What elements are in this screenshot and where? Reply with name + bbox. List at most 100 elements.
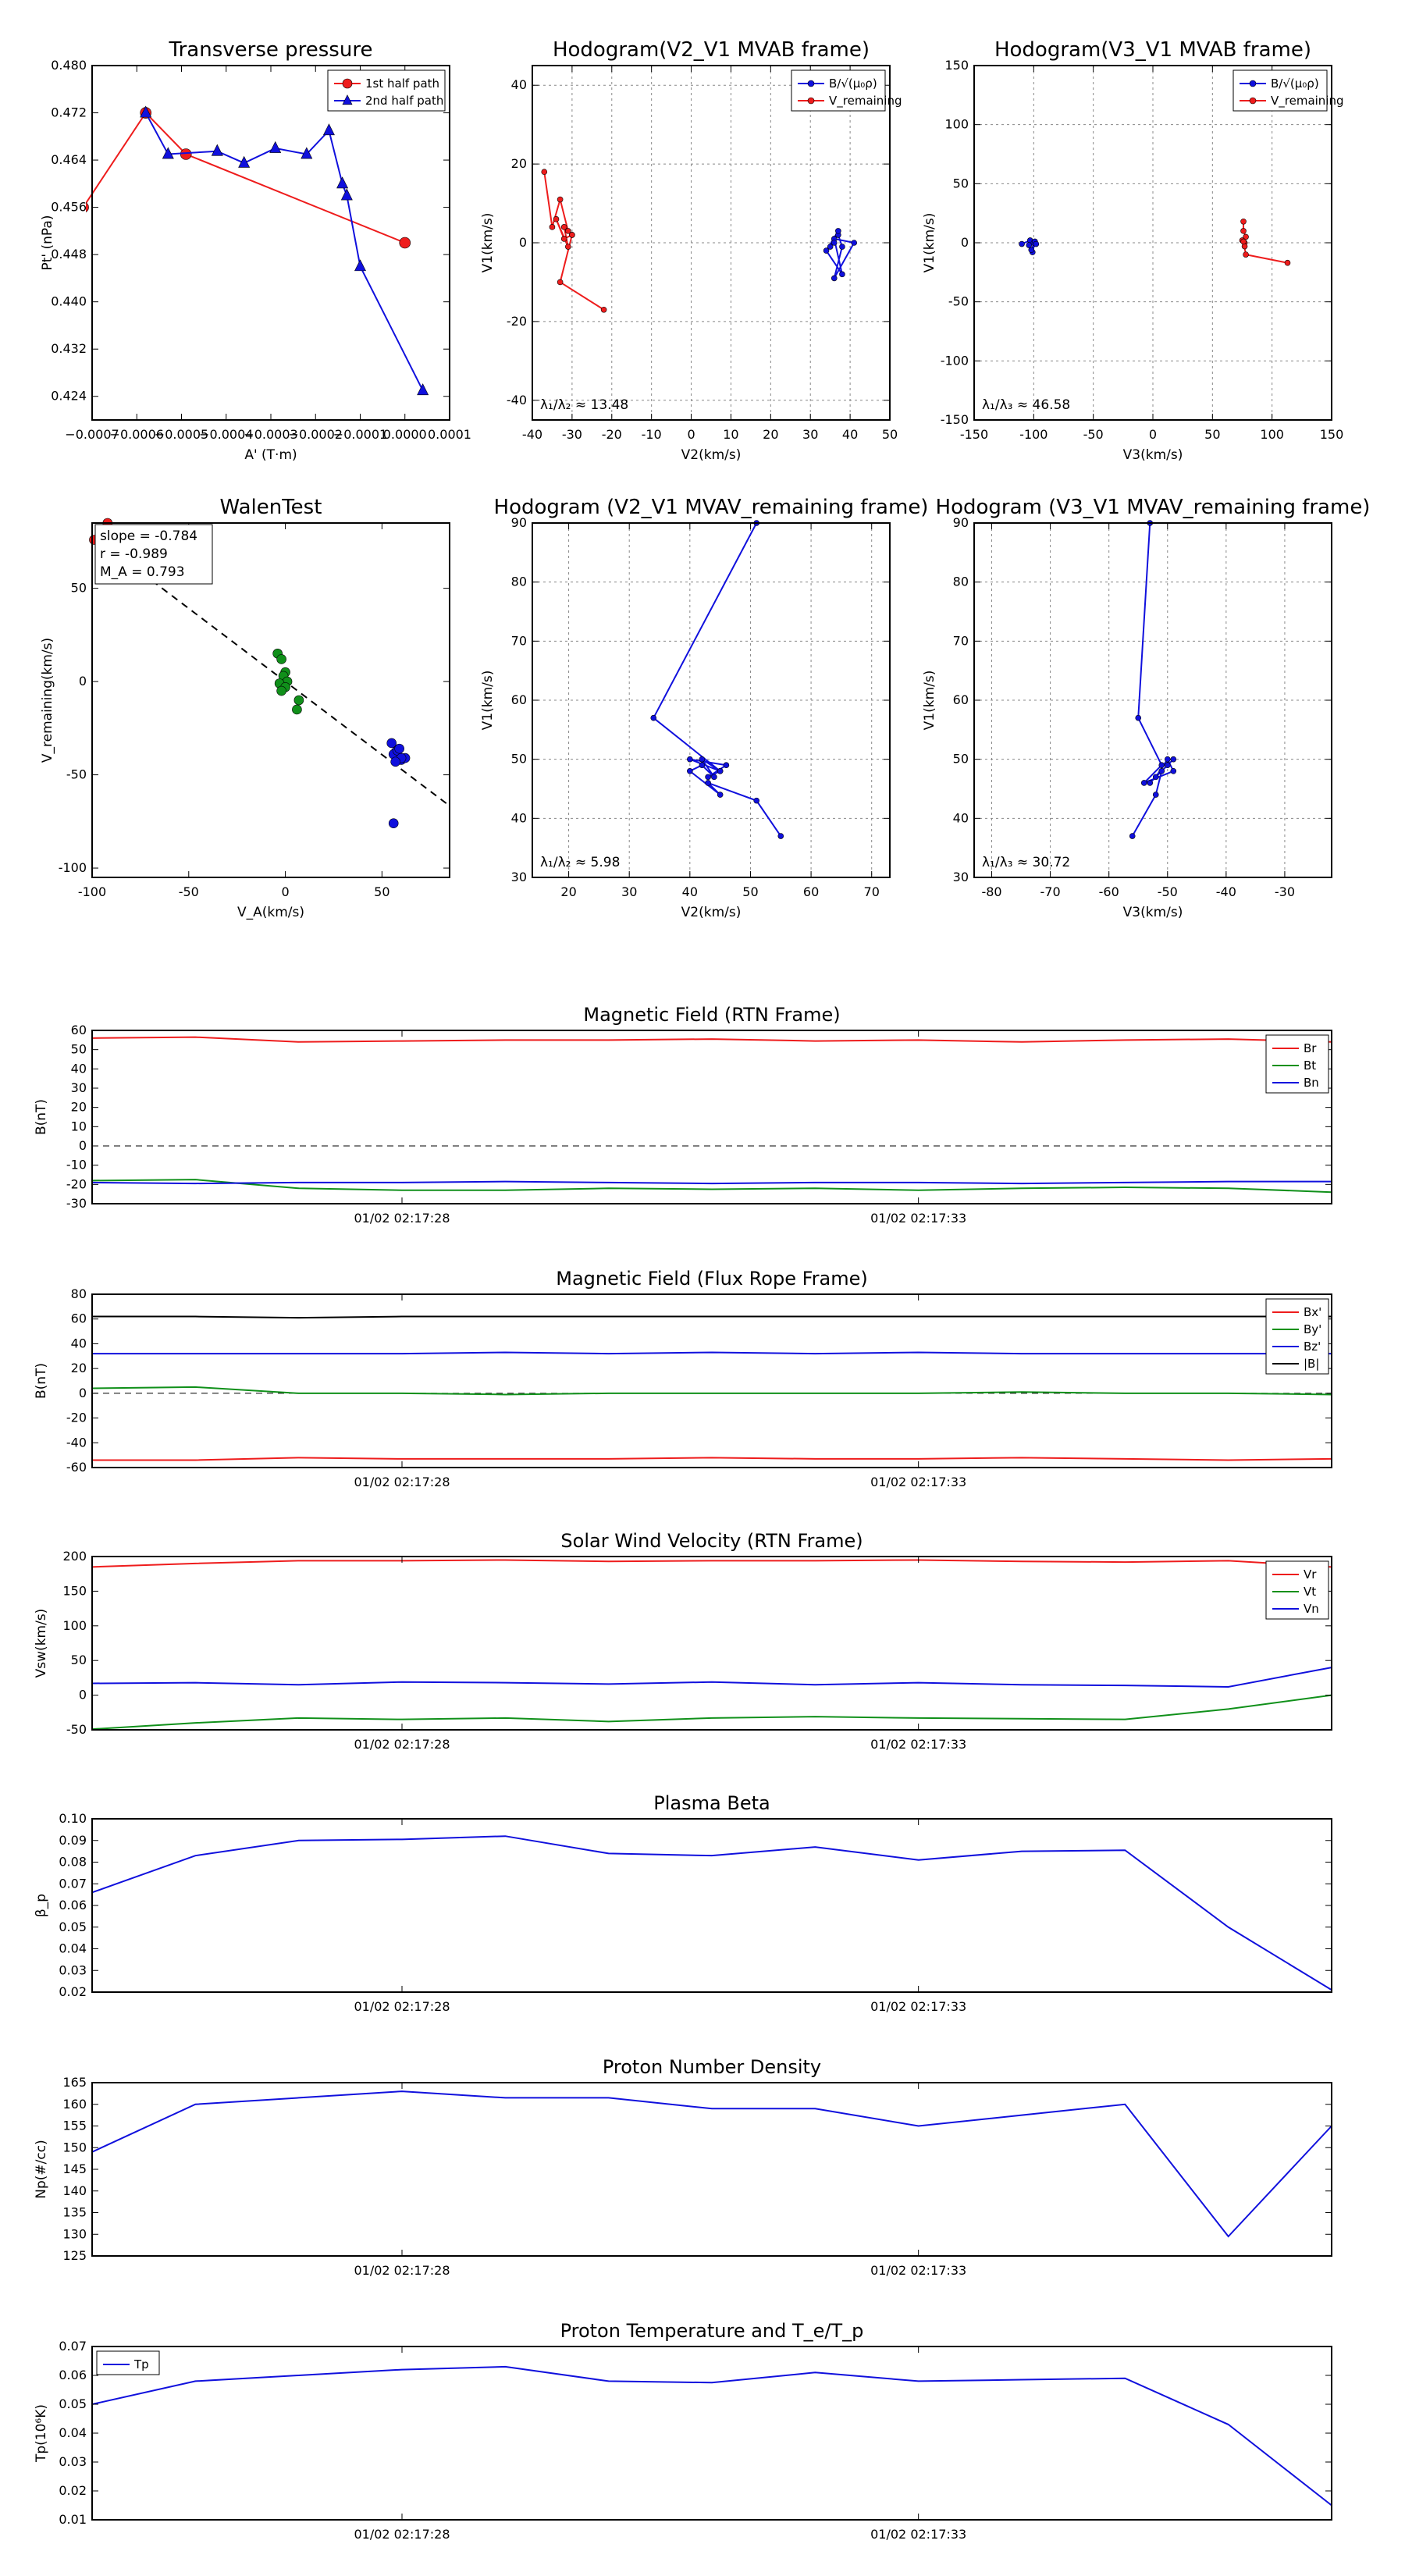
chart-tp2: Proton Temperature and T_e/T_p 01/02 02:1… — [34, 2320, 1332, 2542]
data-point — [293, 695, 304, 706]
legend-label: Bn — [1304, 1076, 1319, 1090]
y-axis-label: B(nT) — [34, 1099, 49, 1135]
y-tick-label: 50 — [953, 752, 969, 767]
y-tick-label: 80 — [71, 1286, 87, 1301]
x-tick-label: -100 — [78, 884, 106, 899]
chart-title: WalenTest — [220, 496, 322, 519]
x-tick-label: 20 — [763, 427, 778, 442]
y-tick-label: 150 — [62, 2140, 87, 2154]
plot-frame — [973, 522, 1332, 878]
series-blue — [386, 738, 411, 829]
data-point — [1026, 242, 1033, 248]
y-tick-label: 0.02 — [59, 1984, 87, 1999]
y-tick-label: 0.05 — [59, 1920, 87, 1934]
x-tick-label: 01/02 02:17:33 — [870, 1211, 966, 1226]
data-point — [839, 271, 845, 278]
x-tick-label: -40 — [522, 427, 542, 442]
x-tick-label: 0.0000 — [383, 427, 427, 442]
y-tick-label: 40 — [511, 77, 527, 92]
x-tick-label: 50 — [1204, 427, 1220, 442]
series-b — [92, 1315, 1332, 1319]
data-point — [1147, 780, 1154, 786]
x-axis-label: V3(km/s) — [1123, 447, 1183, 463]
x-tick-label: 01/02 02:17:28 — [354, 1737, 450, 1752]
x-tick-label: 0.0001 — [428, 427, 471, 442]
data-point — [835, 228, 841, 234]
data-point — [1170, 767, 1177, 774]
data-point — [687, 767, 693, 774]
y-tick-label: 30 — [511, 870, 527, 884]
y-tick-label: 160 — [62, 2097, 87, 2112]
stats-box — [94, 524, 213, 585]
stat-line: r = -0.989 — [100, 546, 168, 562]
y-tick-label: 30 — [953, 870, 969, 884]
eigenvalue-ratio: λ₁/λ₂ ≈ 13.48 — [540, 397, 628, 413]
y-tick-label: 50 — [953, 176, 969, 190]
series-v — [1239, 218, 1291, 266]
y-tick-label: 0.480 — [51, 58, 87, 73]
series-line — [92, 1457, 1332, 1461]
data-point — [388, 818, 399, 829]
y-tick-label: 20 — [71, 1361, 87, 1375]
data-point — [569, 232, 575, 238]
data-point — [1033, 240, 1040, 247]
data-point — [301, 147, 313, 159]
data-point — [560, 236, 567, 242]
y-tick-label: 0 — [79, 1386, 87, 1400]
series-line — [86, 111, 406, 244]
x-tick-label: 50 — [882, 427, 898, 442]
x-tick-label: 30 — [802, 427, 818, 442]
data-point — [1240, 238, 1247, 245]
legend-label: Vn — [1304, 1602, 1319, 1616]
x-tick-label: 10 — [723, 427, 738, 442]
walen-stats: slope = -0.784 r = -0.989 M_A = 0.793 — [94, 524, 213, 585]
y-axis-label: V1(km/s) — [922, 671, 937, 731]
legend: Vr Vt Vn — [1265, 1560, 1329, 1620]
y-tick-label: -50 — [66, 1722, 87, 1737]
y-tick-label: 140 — [62, 2183, 87, 2198]
x-tick-label: 70 — [864, 884, 880, 899]
legend-label: B/√(μ₀ρ) — [829, 76, 877, 91]
data-point — [354, 259, 366, 272]
legend-label: Bx' — [1304, 1305, 1321, 1319]
y-tick-label: 0.07 — [59, 1876, 87, 1891]
data-point — [1164, 756, 1171, 763]
data-point — [238, 155, 251, 168]
legend: Br Bt Bn — [1265, 1034, 1329, 1094]
data-point — [399, 237, 411, 249]
data-point — [699, 756, 706, 763]
stat-line: M_A = 0.793 — [100, 564, 185, 580]
series-b — [1019, 237, 1040, 255]
y-tick-label: 20 — [71, 1100, 87, 1115]
chart-h4: Hodogram (V3_V1 MVAV_remaining frame) -80… — [922, 496, 1370, 920]
x-tick-label: −0.0001 — [333, 427, 387, 442]
x-tick-label: 50 — [742, 884, 758, 899]
data-point — [1170, 756, 1177, 763]
series-beta — [91, 1835, 1332, 1991]
chart-h1: Hodogram(V2_V1 MVAB frame) -40 -30 -20 -10 0 1… — [480, 38, 902, 463]
y-tick-label: 10 — [71, 1119, 87, 1133]
y-tick-label: -30 — [66, 1196, 87, 1211]
x-tick-label: 30 — [621, 884, 637, 899]
y-tick-label: -60 — [66, 1460, 87, 1475]
y-axis-label: B(nT) — [34, 1363, 49, 1399]
y-tick-label: 0 — [79, 1138, 87, 1153]
data-point — [777, 833, 784, 839]
plot-frame — [91, 1030, 1332, 1204]
data-point — [541, 169, 548, 175]
plot-frame — [532, 522, 891, 878]
y-tick-label: 0 — [79, 1688, 87, 1703]
data-point — [553, 215, 560, 222]
data-point — [211, 144, 223, 156]
y-tick-label: -20 — [507, 314, 527, 329]
y-tick-label: 0.09 — [59, 1833, 87, 1848]
x-tick-label: -30 — [562, 427, 582, 442]
legend-marker — [342, 78, 353, 89]
chart-title: Magnetic Field (Flux Rope Frame) — [556, 1268, 867, 1290]
x-tick-label: -40 — [1216, 884, 1236, 899]
chart-title: Solar Wind Velocity (RTN Frame) — [560, 1530, 863, 1552]
y-tick-label: 100 — [62, 1618, 87, 1633]
y-tick-label: 80 — [953, 575, 969, 589]
data-point — [557, 196, 564, 203]
data-point — [86, 202, 89, 213]
